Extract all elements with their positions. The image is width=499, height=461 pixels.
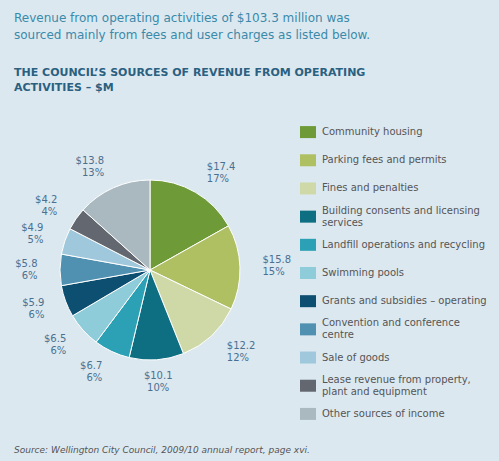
legend-swatch	[300, 239, 316, 251]
legend-swatch	[300, 211, 316, 223]
data-label: $17.417%	[207, 161, 236, 184]
legend-entry: Fines and penalties	[322, 182, 418, 193]
legend-swatch	[300, 154, 316, 166]
legend: Community housing Parking fees and permit…	[300, 126, 487, 420]
subtitle: Revenue from operating activities of $10…	[14, 11, 370, 42]
legend-swatch	[300, 126, 316, 138]
legend-entry: Convention and conferencecentre	[322, 317, 460, 340]
pie	[60, 180, 240, 360]
legend-entry: Parking fees and permits	[322, 154, 447, 165]
legend-swatch	[300, 182, 316, 194]
legend-swatch	[300, 380, 316, 392]
legend-swatch	[300, 323, 316, 335]
data-label: $5.86%	[15, 258, 37, 281]
data-label: $6.56%	[44, 333, 66, 356]
legend-entry: Lease revenue from property,plant and eq…	[322, 374, 471, 397]
legend-entry: Grants and subsidies – operating	[322, 295, 487, 306]
legend-swatch	[300, 295, 316, 307]
pie-slice	[83, 180, 150, 270]
legend-swatch	[300, 352, 316, 364]
legend-entry: Swimming pools	[322, 267, 404, 278]
legend-swatch	[300, 408, 316, 420]
legend-entry: Sale of goods	[322, 352, 390, 363]
legend-entry: Building consents and licensingservices	[322, 205, 480, 228]
legend-entry: Community housing	[322, 126, 423, 137]
data-label: $12.212%	[227, 340, 256, 363]
legend-entry: Landfill operations and recycling	[322, 239, 485, 250]
data-label: $15.815%	[262, 254, 291, 277]
data-label: $13.813%	[76, 155, 105, 178]
data-label: $4.24%	[35, 194, 57, 217]
data-label: $6.76%	[80, 360, 102, 383]
title: THE COUNCIL’S SOURCES OF REVENUE FROM OP…	[14, 66, 365, 94]
legend-swatch	[300, 267, 316, 279]
data-label: $4.95%	[21, 222, 43, 245]
data-label: $5.96%	[22, 297, 44, 320]
legend-entry: Other sources of income	[322, 408, 445, 419]
data-label: $10.110%	[144, 370, 173, 393]
footer: Source: Wellington City Council, 2009/10…	[14, 445, 310, 455]
